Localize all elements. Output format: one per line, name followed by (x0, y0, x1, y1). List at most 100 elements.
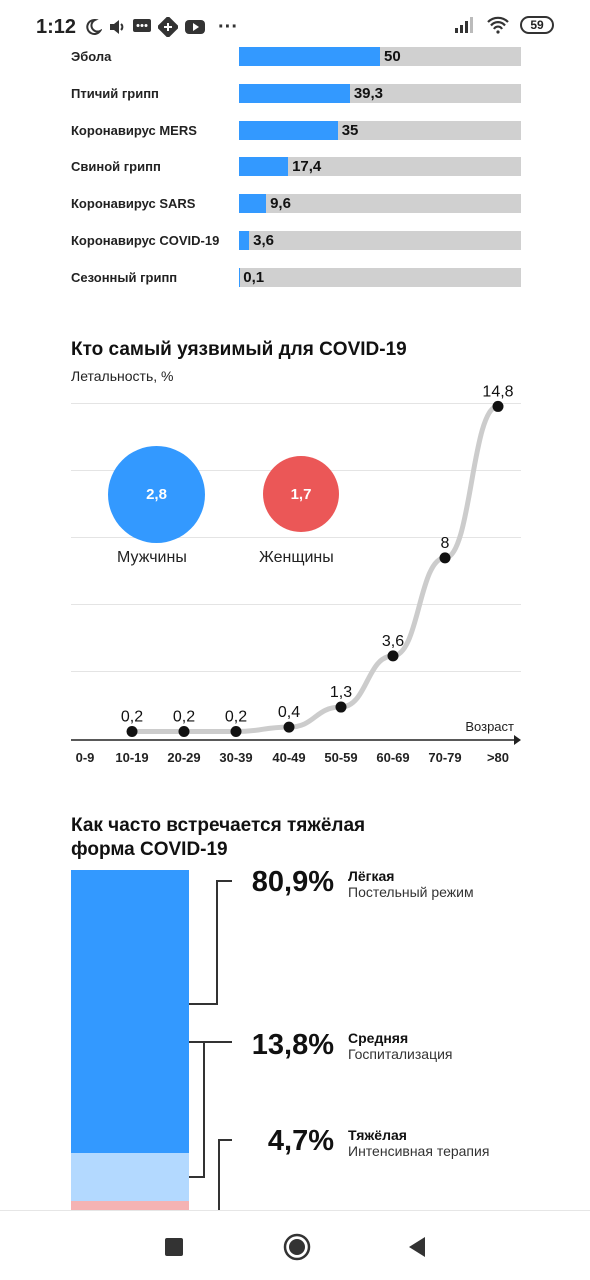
connector-mild-tick (218, 880, 232, 882)
severity-segment-mild (71, 870, 189, 1153)
bar-row: Свиной грипп 17,4 (0, 157, 590, 177)
bar-value-label: 35 (341, 121, 359, 139)
back-button[interactable] (407, 1236, 427, 1258)
gridline (71, 403, 521, 404)
bar-track: 50 (239, 47, 521, 66)
male-bubble-label: Мужчины (117, 549, 187, 566)
data-value-label: 1,3 (330, 684, 352, 701)
data-value-label: 0,2 (121, 709, 143, 726)
home-button[interactable] (283, 1233, 311, 1261)
bar-value-label: 17,4 (292, 158, 322, 176)
x-tick-label: 0-9 (76, 750, 95, 765)
x-tick-label: 50-59 (324, 750, 357, 765)
series-line (129, 403, 501, 735)
data-point (126, 726, 138, 738)
status-bar: 1:12 ··· 59 (0, 0, 590, 44)
female-bubble-label: Женщины (259, 549, 334, 566)
bar-row: Эбола 50 (0, 47, 590, 67)
bar-row: Сезонный грипп 0,1 (0, 267, 590, 288)
data-point (178, 726, 190, 738)
x-tick-label: 60-69 (376, 750, 409, 765)
navigation-bar (0, 1210, 590, 1280)
bar-value-label: 3,6 (253, 232, 274, 249)
bar-category-label: Сезонный грипп (71, 269, 178, 285)
status-time: 1:12 (36, 16, 77, 38)
age-chart-title: Кто самый уязвимый для COVID-19 (71, 339, 407, 360)
bar-row: Коронавирус MERS 35 (0, 120, 590, 141)
data-value-label: 0,2 (225, 709, 247, 726)
bar-track: 39,3 (239, 83, 521, 103)
severity-segment-severe (71, 1201, 189, 1210)
moderate-percent: 13,8% (251, 1029, 334, 1061)
bar-category-label: Птичий грипп (71, 85, 159, 101)
x-tick-label: >80 (487, 750, 509, 765)
severe-percent: 4,7% (267, 1125, 334, 1157)
bar-row: Птичий грипп 39,3 (0, 83, 590, 104)
bar-row: Коронавирус COVID-19 3,6 (0, 231, 590, 251)
data-value-label: 3,6 (382, 633, 404, 650)
moderate-description: Госпитализация (348, 1046, 453, 1062)
battery-icon: 59 (520, 16, 554, 34)
data-value-label: 14,8 (482, 383, 513, 400)
x-tick-label: 10-19 (115, 750, 148, 765)
gridline (71, 604, 521, 605)
connector-mild (189, 880, 218, 1005)
x-axis-arrow (514, 735, 521, 745)
connector-severe (218, 1139, 232, 1214)
bar-track: 3,6 (239, 231, 521, 250)
gridline (71, 537, 521, 538)
data-point (283, 721, 295, 733)
bar (239, 194, 267, 214)
bar-track: 35 (239, 120, 521, 140)
message-icon (133, 19, 151, 32)
speaker-icon (110, 20, 124, 34)
bar-category-label: Коронавирус SARS (71, 196, 196, 212)
bar (239, 47, 380, 66)
more-notifications-icon: ··· (218, 15, 238, 38)
male-bubble: 2,8 (108, 446, 205, 543)
age-chart-ylabel: Летальность, % (71, 368, 174, 384)
female-bubble: 1,7 (263, 456, 339, 532)
signal-icon (455, 17, 473, 33)
severe-description: Интенсивная терапия (348, 1143, 490, 1159)
bar-value-label: 9,6 (270, 195, 291, 213)
bar-category-label: Коронавирус COVID-19 (71, 233, 220, 248)
bar-track: 0,1 (239, 267, 521, 287)
moderate-name: Средняя (348, 1030, 409, 1046)
data-value-label: 0,2 (173, 709, 195, 726)
data-point (335, 701, 347, 713)
x-tick-label: 30-39 (219, 750, 252, 765)
x-axis-label: Возраст (465, 719, 514, 734)
data-point (439, 552, 451, 564)
bar (239, 157, 289, 177)
app-icon (158, 17, 178, 37)
bar-value-label: 50 (384, 48, 401, 65)
status-notification-icons: ··· (84, 14, 238, 40)
connector-moderate (189, 1041, 205, 1178)
severity-segment-moderate (71, 1153, 189, 1202)
status-system-icons: 59 (454, 16, 554, 34)
mild-percent: 80,9% (251, 866, 334, 898)
connector-moderate-tick (205, 1041, 232, 1043)
gridline (71, 671, 521, 672)
severity-title: Как часто встречается тяжёлая форма COVI… (71, 815, 366, 860)
age-line-chart: 0,2 0,2 0,2 0,4 1,3 3,6 8 14,8 0-9 10-19 20-29 30-3… (71, 383, 521, 765)
mild-name: Лёгкая (348, 868, 395, 884)
moon-icon (86, 18, 102, 35)
recent-apps-button[interactable] (165, 1238, 183, 1256)
bar-category-label: Свиной грипп (71, 159, 161, 175)
data-value-label: 0,4 (278, 704, 300, 721)
bar-value-label: 0,1 (243, 268, 265, 286)
bar-row: Коронавирус SARS 9,6 (0, 194, 590, 214)
data-point (230, 726, 242, 738)
bar (239, 231, 250, 250)
data-point (387, 650, 399, 662)
youtube-icon (185, 20, 205, 34)
bar (239, 83, 350, 103)
x-tick-label: 70-79 (428, 750, 461, 765)
bar-track: 17,4 (239, 157, 521, 177)
bar-category-label: Эбола (71, 49, 112, 64)
bar-value-label: 39,3 (353, 84, 384, 102)
bar-category-label: Коронавирус MERS (71, 122, 197, 138)
severity-stacked-bar (71, 870, 189, 1210)
